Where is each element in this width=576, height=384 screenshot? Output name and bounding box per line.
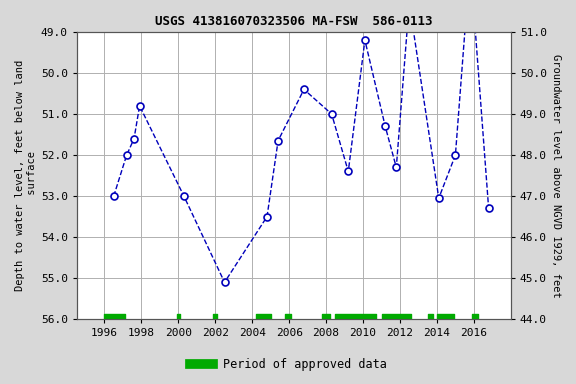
Legend: Period of approved data: Period of approved data: [185, 354, 391, 376]
Y-axis label: Groundwater level above NGVD 1929, feet: Groundwater level above NGVD 1929, feet: [551, 54, 561, 298]
Y-axis label: Depth to water level, feet below land
 surface: Depth to water level, feet below land su…: [15, 60, 37, 291]
Title: USGS 413816070323506 MA-FSW  586-0113: USGS 413816070323506 MA-FSW 586-0113: [155, 15, 433, 28]
